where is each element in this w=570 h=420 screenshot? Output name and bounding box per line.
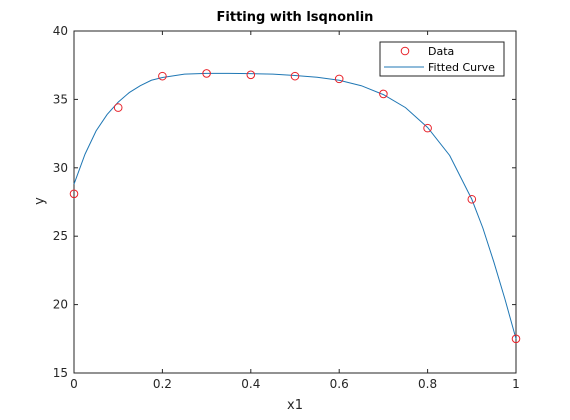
x-tick-label: 0.8 [418, 377, 437, 391]
data-point [113, 103, 123, 112]
fitted-curve-line [73, 72, 517, 339]
x-tick-label: 1 [512, 377, 520, 391]
y-tick-label: 30 [53, 161, 68, 175]
y-axis-label: y [32, 197, 48, 205]
legend-marker-data [400, 46, 410, 56]
data-point [379, 89, 388, 99]
legend-box [379, 41, 505, 77]
data-point [511, 334, 521, 344]
data-point [423, 123, 432, 133]
axes-box [73, 30, 517, 374]
chart-title: Fitting with lsqnonlin [216, 10, 374, 25]
data-point [69, 189, 79, 199]
y-tick-label: 25 [53, 229, 68, 243]
data-point [290, 71, 300, 81]
x-tick-label: 0.2 [153, 377, 172, 391]
legend-entry-label: Data [428, 45, 454, 58]
legend-entry-label: Fitted Curve [428, 61, 495, 74]
x-tick-label: 0.4 [241, 377, 260, 391]
data-point [467, 194, 477, 204]
y-tick-label: 20 [53, 298, 68, 312]
y-tick-label: 40 [53, 24, 68, 38]
data-point [334, 74, 344, 84]
x-tick-label: 0.6 [330, 377, 349, 391]
y-tick-label: 35 [53, 92, 68, 106]
data-point [158, 71, 167, 81]
data-point [246, 70, 256, 80]
x-tick-label: 0 [70, 377, 78, 391]
y-tick-label: 15 [53, 366, 68, 380]
x-axis-label: x1 [287, 398, 303, 413]
data-point [202, 69, 211, 78]
